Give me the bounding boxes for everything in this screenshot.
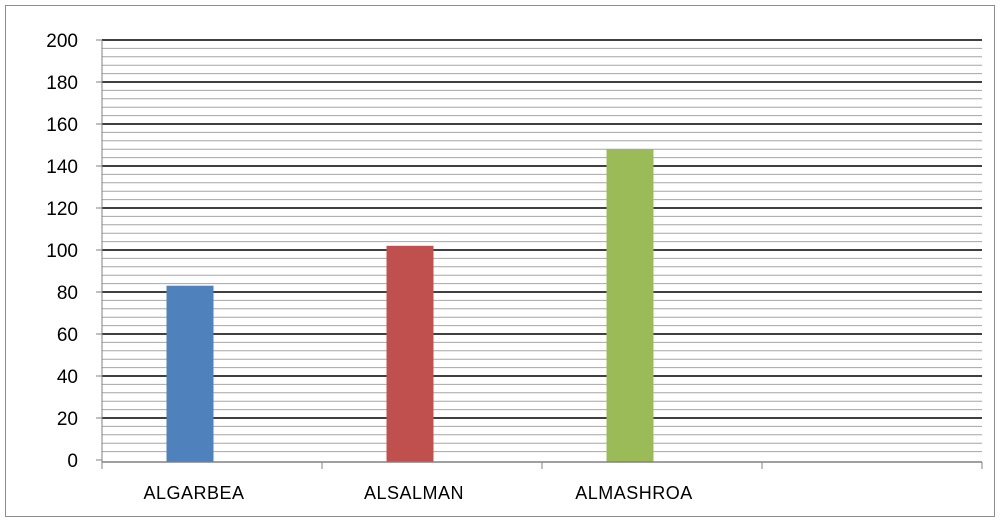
y-tick-labels: 0 20 40 60 80 100 120 140 160 180 200 <box>46 31 78 472</box>
bar-algarbea <box>166 285 214 462</box>
y-tick-label: 200 <box>46 31 78 52</box>
y-tick-label: 160 <box>46 115 78 136</box>
y-tick-label: 20 <box>57 409 78 430</box>
bar-alsalman <box>386 245 434 462</box>
x-category-labels: ALGARBEA ALSALMAN ALMASHROA <box>143 483 692 503</box>
bar-almashroa <box>606 149 654 462</box>
x-category-label: ALMASHROA <box>575 483 693 503</box>
y-tick-label: 180 <box>46 73 78 94</box>
bars <box>166 149 654 462</box>
x-category-label: ALGARBEA <box>143 483 244 503</box>
y-tick-label: 0 <box>67 451 78 472</box>
y-tick-label: 80 <box>57 283 78 304</box>
y-tick-label: 40 <box>57 367 78 388</box>
y-tick-label: 60 <box>57 325 78 346</box>
minor-gridlines <box>102 47 982 453</box>
axes <box>96 39 983 469</box>
y-tick-label: 120 <box>46 199 78 220</box>
y-tick-label: 100 <box>46 241 78 262</box>
y-tick-label: 140 <box>46 157 78 178</box>
x-category-label: ALSALMAN <box>364 483 464 503</box>
major-gridlines <box>102 39 982 419</box>
